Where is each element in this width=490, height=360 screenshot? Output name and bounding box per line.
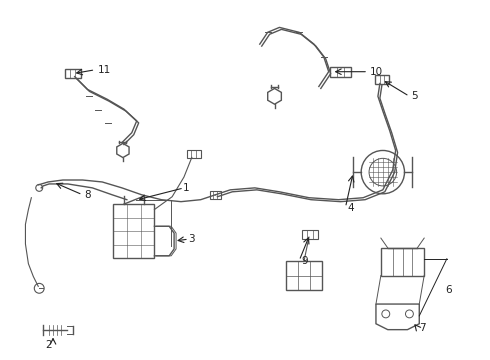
Bar	[302, 230, 318, 239]
Text: 1: 1	[183, 183, 190, 193]
Text: 9: 9	[301, 256, 308, 266]
Text: 10: 10	[370, 67, 383, 77]
Text: 11: 11	[98, 65, 111, 75]
Bar	[330, 67, 351, 77]
Bar	[381, 248, 424, 275]
Text: 6: 6	[445, 285, 451, 295]
Text: 7: 7	[419, 323, 426, 333]
Bar	[65, 69, 80, 78]
Text: 2: 2	[45, 341, 51, 350]
Bar	[210, 191, 221, 199]
Text: 5: 5	[412, 91, 418, 101]
Bar	[286, 261, 322, 290]
Bar	[375, 75, 389, 85]
Text: 3: 3	[188, 234, 195, 244]
Bar	[113, 204, 154, 258]
Text: 4: 4	[347, 203, 354, 212]
Text: 8: 8	[84, 190, 91, 200]
Bar	[187, 150, 201, 158]
